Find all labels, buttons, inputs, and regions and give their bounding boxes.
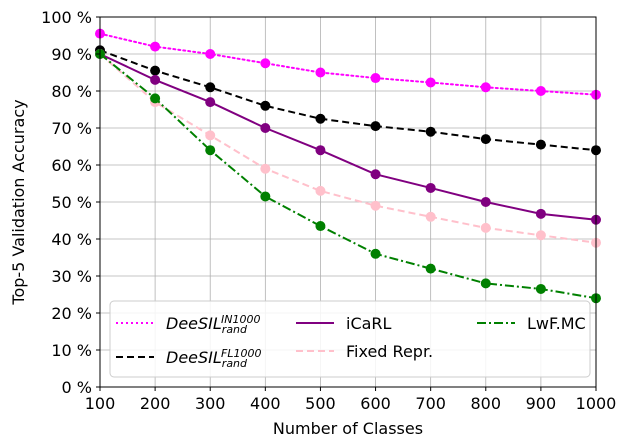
series-line	[99, 53, 597, 244]
y-tick-label: 90 %	[51, 45, 92, 64]
legend-label: iCaRL	[346, 314, 392, 333]
y-tick-label: 60 %	[51, 156, 92, 175]
series-fixed-repr-	[95, 49, 601, 248]
x-axis-ticks: 100 200 300 400 500 600 700 800 900 1000	[85, 387, 617, 413]
data-point	[205, 49, 216, 59]
data-point	[150, 41, 161, 52]
series-layer	[95, 28, 601, 304]
y-tick-label: 30 %	[51, 267, 92, 286]
data-point	[480, 278, 491, 289]
legend-box	[109, 300, 591, 378]
data-point	[315, 67, 326, 78]
data-point	[370, 169, 381, 180]
y-tick-label: 20 %	[51, 304, 92, 323]
x-tick-label: 1000	[576, 394, 617, 413]
data-point	[425, 182, 436, 193]
y-tick-label: 10 %	[51, 341, 92, 360]
data-point	[150, 74, 161, 85]
x-tick-label: 100	[85, 394, 116, 413]
y-axis-ticks: 0 % 10 % 20 % 30 % 40 % 50 % 60 % 70 % 80 % 90 % 1…	[41, 8, 100, 397]
data-point	[205, 145, 216, 156]
data-point	[425, 126, 436, 137]
legend-label-sub: rand	[222, 323, 248, 336]
data-point	[315, 145, 326, 156]
legend-label-main: DeeSIL	[166, 348, 222, 367]
series-deesil-fl1000-rand	[95, 45, 601, 156]
x-tick-label: 300	[195, 394, 226, 413]
data-point	[370, 73, 381, 84]
legend-label-sub: rand	[222, 357, 248, 370]
x-tick-label: 400	[250, 394, 281, 413]
y-axis-label: Top-5 Validation Accuracy	[9, 99, 28, 305]
series-line	[99, 53, 597, 221]
data-point	[370, 248, 381, 259]
x-axis-label: Number of Classes	[273, 419, 423, 438]
data-point	[480, 82, 491, 93]
series-line	[99, 49, 597, 152]
data-point	[260, 58, 271, 69]
data-point	[370, 200, 381, 211]
data-point	[260, 123, 271, 133]
data-point	[535, 86, 546, 96]
x-tick-label: 200	[140, 394, 171, 413]
data-point	[315, 185, 326, 196]
series-line	[99, 32, 597, 96]
y-tick-label: 70 %	[51, 119, 92, 138]
data-point	[370, 121, 381, 132]
legend-label: DeeSILrand	[166, 314, 248, 336]
x-tick-label: 900	[526, 394, 557, 413]
data-point	[315, 113, 326, 124]
data-point	[535, 208, 546, 219]
data-point	[425, 263, 436, 274]
legend-label-sup: FL1000	[221, 347, 261, 360]
legend-label: LwF.MC	[527, 314, 586, 333]
data-point	[315, 221, 326, 232]
legend-label: DeeSILrand	[166, 348, 248, 370]
data-point	[205, 130, 216, 141]
y-tick-label: 80 %	[51, 82, 92, 101]
legend: DeeSILrandIN1000DeeSILrandFL1000iCaRLFix…	[109, 300, 591, 378]
series-lwf-mc	[95, 49, 601, 304]
y-tick-label: 40 %	[51, 230, 92, 249]
y-tick-label: 0 %	[62, 378, 92, 397]
legend-label: Fixed Repr.	[346, 342, 433, 361]
series-line	[99, 53, 597, 300]
data-point	[260, 100, 271, 111]
data-point	[480, 197, 491, 207]
x-tick-label: 800	[471, 394, 502, 413]
data-point	[480, 222, 491, 233]
x-tick-label: 700	[415, 394, 446, 413]
data-point	[425, 211, 436, 222]
data-point	[150, 93, 161, 104]
data-point	[535, 230, 546, 241]
y-tick-label: 50 %	[51, 193, 92, 212]
x-tick-label: 500	[305, 394, 336, 413]
data-point	[260, 163, 271, 174]
legend-label-sup: IN1000	[221, 313, 260, 326]
x-tick-label: 600	[360, 394, 391, 413]
data-point	[205, 97, 216, 108]
data-point	[535, 139, 546, 150]
data-point	[260, 191, 271, 202]
data-point	[425, 77, 436, 88]
data-point	[535, 283, 546, 294]
y-tick-label: 100 %	[41, 8, 92, 27]
data-point	[205, 82, 216, 93]
data-point	[150, 65, 161, 76]
data-point	[480, 134, 491, 145]
legend-label-main: DeeSIL	[166, 314, 222, 333]
series-deesil-in1000-rand	[95, 28, 601, 100]
